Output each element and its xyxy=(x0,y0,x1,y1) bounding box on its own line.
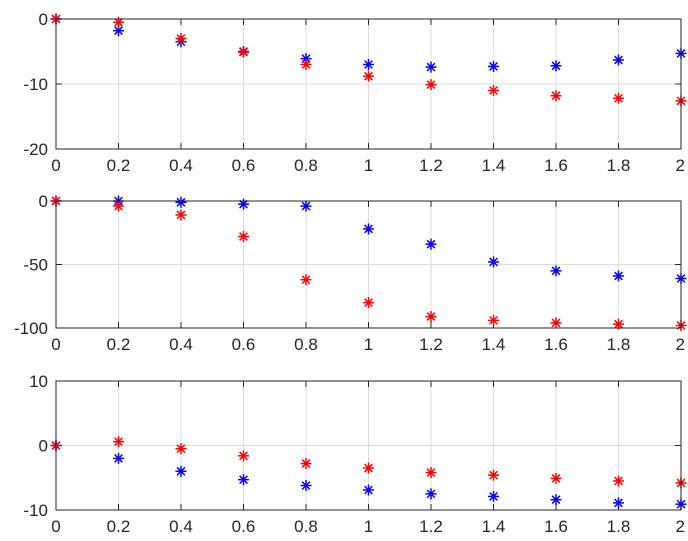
x-tick-label: 1.4 xyxy=(482,156,506,175)
data-point xyxy=(175,465,187,477)
data-point xyxy=(488,490,499,502)
x-tick-label: 1.8 xyxy=(607,335,631,354)
data-point xyxy=(363,462,374,474)
x-tick-label: 2 xyxy=(676,156,685,175)
subplot-middle: 0 0.2 0.4 0.6 0.8 1 1.2 1.4 1.6 1.8 2 -100 -50 0 xyxy=(14,192,687,354)
x-tick-label: 0 xyxy=(51,156,60,175)
data-point xyxy=(425,79,437,91)
y-tick-label: 0 xyxy=(39,437,48,456)
data-point xyxy=(113,452,124,464)
x-tick-label: 0.2 xyxy=(107,156,131,175)
axes-border xyxy=(55,200,682,329)
data-point xyxy=(113,16,124,28)
data-point xyxy=(488,314,499,326)
x-tick-label: 0.8 xyxy=(294,517,318,536)
data-point xyxy=(113,200,124,212)
x-tick-label: 1 xyxy=(364,156,373,175)
x-tick-label: 0.6 xyxy=(232,156,256,175)
data-point xyxy=(550,90,562,102)
data-point xyxy=(175,33,187,44)
data-point xyxy=(300,200,312,212)
data-point xyxy=(613,270,624,282)
x-tick-label: 2 xyxy=(676,335,685,354)
x-tick-label: 0.4 xyxy=(169,335,193,354)
data-point xyxy=(613,54,624,66)
axes-border xyxy=(55,18,682,150)
data-point xyxy=(175,209,187,221)
data-point xyxy=(425,467,437,479)
data-point xyxy=(238,198,249,210)
data-point xyxy=(363,484,374,496)
data-point xyxy=(363,297,374,309)
data-point xyxy=(550,472,562,484)
axes-border xyxy=(55,380,682,511)
data-point xyxy=(175,196,187,208)
x-tick-label: 0.2 xyxy=(107,517,131,536)
y-tick-label: -10 xyxy=(23,75,48,94)
x-tick-label: 1.8 xyxy=(607,156,631,175)
data-point xyxy=(363,223,374,235)
x-tick-label: 2 xyxy=(676,517,685,536)
data-point xyxy=(488,60,499,72)
x-tick-label: 1.6 xyxy=(544,335,568,354)
x-tick-label: 0 xyxy=(51,517,60,536)
y-tick-label: 0 xyxy=(39,10,48,29)
data-point xyxy=(425,238,437,250)
x-tick-label: 0.4 xyxy=(169,156,193,175)
x-tick-label: 0.8 xyxy=(294,335,318,354)
y-tick-label: -10 xyxy=(23,501,48,520)
x-tick-label: 1 xyxy=(364,517,373,536)
data-point xyxy=(363,59,374,70)
y-tick-label: 0 xyxy=(39,192,48,211)
y-tick-label: -50 xyxy=(23,256,48,275)
x-tick-label: 0.4 xyxy=(169,517,193,536)
data-point xyxy=(613,475,624,487)
data-point xyxy=(488,256,499,268)
data-point xyxy=(238,231,249,243)
x-tick-label: 0.2 xyxy=(107,335,131,354)
data-point xyxy=(488,85,499,96)
x-tick-label: 1.6 xyxy=(544,156,568,175)
x-tick-label: 0.6 xyxy=(232,517,256,536)
data-point xyxy=(488,469,499,481)
data-point xyxy=(425,61,437,73)
data-point xyxy=(550,60,562,72)
data-point xyxy=(550,494,562,506)
data-point xyxy=(425,311,437,323)
subplot-top: 0 0.2 0.4 0.6 0.8 1 1.2 1.4 1.6 1.8 2 -20 -10 0 xyxy=(23,10,687,175)
data-point xyxy=(113,436,124,448)
data-point xyxy=(363,70,374,82)
data-point xyxy=(300,274,312,286)
x-tick-label: 1 xyxy=(364,335,373,354)
x-tick-label: 1.4 xyxy=(482,517,506,536)
data-point xyxy=(550,265,562,277)
data-point xyxy=(238,46,249,58)
x-tick-label: 1.2 xyxy=(419,335,443,354)
x-tick-label: 0.6 xyxy=(232,335,256,354)
x-tick-label: 1.4 xyxy=(482,335,506,354)
x-tick-label: 1.6 xyxy=(544,517,568,536)
data-point xyxy=(175,443,187,455)
y-tick-label: -100 xyxy=(14,319,48,338)
data-point xyxy=(425,488,437,500)
data-point xyxy=(300,479,312,491)
x-tick-label: 0 xyxy=(51,335,60,354)
y-tick-label: 10 xyxy=(29,372,48,391)
data-point xyxy=(613,497,624,509)
x-tick-label: 0.8 xyxy=(294,156,318,175)
data-point xyxy=(238,474,249,486)
data-point xyxy=(300,458,312,470)
x-tick-label: 1.2 xyxy=(419,156,443,175)
y-tick-label: -20 xyxy=(23,140,48,159)
x-tick-label: 1.8 xyxy=(607,517,631,536)
data-point xyxy=(238,450,249,462)
data-point xyxy=(613,92,624,104)
data-point xyxy=(550,317,562,329)
x-tick-label: 1.2 xyxy=(419,517,443,536)
data-point xyxy=(300,59,312,70)
